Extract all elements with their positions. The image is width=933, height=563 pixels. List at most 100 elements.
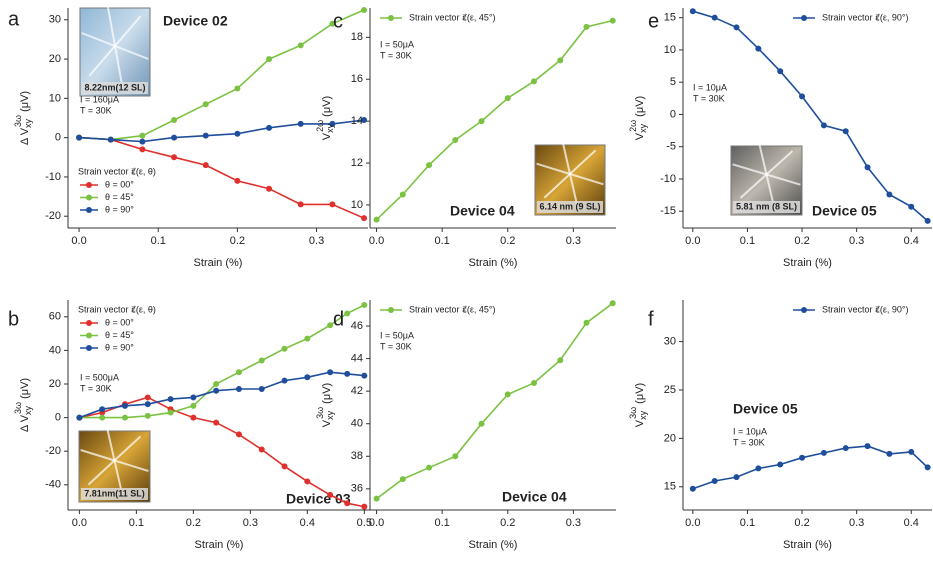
legend-label: Strain vector ε⃗(ε, 90°) — [822, 12, 909, 22]
data-point — [842, 445, 849, 452]
legend-label: θ = 45° — [105, 330, 134, 340]
annotation: T = 30K — [733, 437, 765, 447]
y-label-symbol: V — [321, 419, 333, 427]
panel-letter: c — [333, 10, 343, 32]
data-point — [139, 132, 146, 139]
y-tick-label: 42 — [351, 385, 363, 397]
data-point — [924, 217, 931, 224]
y-tick-label: -10 — [45, 171, 61, 183]
data-point — [864, 443, 871, 450]
data-point — [213, 387, 220, 394]
annotation: T = 30K — [80, 383, 112, 393]
y-label-unit: (μV) — [634, 383, 646, 404]
y-axis-label: Δ Vxy3ω (μV) — [13, 378, 33, 432]
data-line — [79, 136, 365, 219]
y-axis-label: Vxy2ω (μV) — [315, 96, 335, 140]
inset-caption: 5.81 nm (8 SL) — [736, 201, 797, 211]
x-tick-label: 0.3 — [849, 235, 864, 247]
data-point — [344, 500, 351, 507]
legend-marker — [388, 15, 394, 21]
legend-marker — [86, 194, 92, 201]
data-point — [234, 130, 241, 137]
x-tick-label: 0.3 — [566, 517, 581, 529]
data-point — [799, 93, 806, 100]
legend-marker — [86, 345, 92, 351]
data-point — [864, 164, 871, 171]
data-line — [376, 19, 613, 221]
inset-electrode — [561, 139, 571, 175]
data-point — [908, 203, 915, 210]
y-tick-label: 12 — [351, 157, 363, 169]
inset-electrode — [87, 459, 116, 486]
data-point — [171, 116, 178, 123]
data-point — [144, 394, 151, 401]
x-tick-label: 0.3 — [566, 235, 581, 247]
annotation: T = 30K — [693, 93, 725, 103]
y-label-unit: (μV) — [321, 383, 333, 404]
data-point — [426, 162, 433, 169]
y-label-unit: (μV) — [19, 91, 31, 112]
annotation: T = 30K — [80, 105, 112, 115]
y-label-sub: xy — [23, 405, 33, 415]
inset-electrode — [757, 140, 768, 175]
data-point — [531, 78, 537, 85]
data-point — [452, 137, 459, 143]
data-point — [583, 319, 590, 326]
data-point — [820, 449, 827, 456]
panel-letter: e — [648, 10, 659, 32]
data-line — [692, 445, 929, 490]
panel-letter: b — [8, 308, 19, 330]
data-point — [399, 476, 406, 483]
data-point — [266, 56, 273, 63]
annotation: I = 500μA — [80, 372, 119, 382]
y-label-sup: 3ω — [13, 115, 23, 127]
device-title: Device 05 — [733, 401, 798, 417]
x-tick-label: 0.2 — [794, 235, 809, 247]
x-tick-label: 0.3 — [309, 235, 324, 247]
data-point — [361, 372, 368, 379]
x-tick-label: 0.1 — [740, 517, 755, 529]
annotation: I = 10μA — [693, 82, 727, 92]
x-tick-label: 0.1 — [435, 517, 450, 529]
data-point — [426, 464, 433, 471]
data-point — [190, 414, 197, 421]
data-point — [557, 357, 564, 364]
y-tick-label: -15 — [660, 205, 676, 217]
legend-label: θ = 00° — [105, 179, 134, 189]
data-point — [327, 369, 334, 376]
x-tick-label: 0.2 — [186, 517, 201, 529]
y-label-sub: xy — [325, 410, 335, 420]
x-tick-label: 0.2 — [500, 517, 515, 529]
data-point — [755, 45, 762, 52]
legend-title: Strain vector ε⃗(ε, θ) — [78, 166, 156, 176]
y-tick-label: 18 — [351, 31, 363, 43]
x-tick-label: 0.2 — [500, 235, 515, 247]
y-tick-label: -40 — [45, 479, 61, 491]
data-point — [76, 134, 83, 141]
y-tick-label: 60 — [49, 311, 61, 323]
data-point — [329, 201, 336, 208]
inset-caption-box — [537, 201, 603, 213]
inset-electrode — [765, 150, 794, 176]
data-point — [344, 310, 351, 317]
y-label-symbol: V — [634, 132, 646, 140]
data-point — [235, 431, 242, 438]
x-tick-label: 0.1 — [129, 517, 144, 529]
inset-electrode — [81, 32, 116, 47]
x-axis-label: Strain (%) — [783, 539, 832, 551]
panel-letter: a — [8, 8, 20, 30]
data-point — [99, 406, 106, 413]
y-tick-label: 0 — [670, 108, 676, 120]
data-point — [266, 124, 273, 131]
x-axis-label: Strain (%) — [469, 539, 518, 551]
y-tick-label: 40 — [351, 418, 363, 430]
inset-image — [79, 7, 151, 97]
y-label-symbol: Δ V — [19, 127, 31, 145]
y-tick-label: 38 — [351, 450, 363, 462]
x-tick-label: 0.0 — [685, 235, 700, 247]
data-point — [235, 369, 242, 376]
data-point — [167, 409, 174, 416]
x-axis-label: Strain (%) — [783, 257, 832, 269]
data-point — [304, 335, 311, 342]
